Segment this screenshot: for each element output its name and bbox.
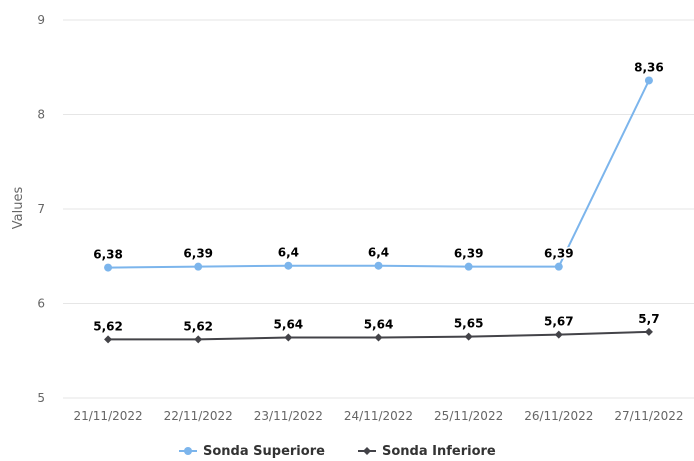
series-layer — [104, 76, 653, 344]
legend-circle-marker — [184, 447, 192, 455]
data-point[interactable] — [104, 335, 113, 344]
legend-item[interactable]: Sonda Inferiore — [358, 444, 496, 459]
data-label: 5,62 — [183, 319, 213, 333]
data-point[interactable] — [194, 262, 203, 271]
data-point[interactable] — [374, 333, 383, 342]
grid-lines — [63, 19, 694, 399]
x-tick-label: 25/11/2022 — [434, 409, 503, 423]
legend-label: Sonda Inferiore — [382, 444, 496, 459]
legend-diamond-marker — [363, 447, 371, 455]
data-point[interactable] — [554, 330, 563, 339]
legend[interactable]: Sonda Superiore Sonda Inferiore — [179, 444, 496, 459]
data-labels: 6,38 6,39 6,4 6,4 6,39 6,39 8,36 5,62 5,62 5,64 5,… — [92, 59, 665, 335]
data-label: 5,62 — [93, 319, 123, 333]
series-line — [107, 79, 650, 269]
x-tick-label: 21/11/2022 — [73, 409, 142, 423]
x-tick-label: 24/11/2022 — [344, 409, 413, 423]
data-label: 5,64 — [364, 318, 394, 332]
data-label: 5,67 — [544, 315, 574, 329]
data-point[interactable] — [464, 332, 473, 341]
y-axis-title: Values — [11, 187, 26, 230]
x-tick-label: 23/11/2022 — [254, 409, 323, 423]
y-tick-label: 7 — [37, 202, 45, 216]
x-tick-label: 27/11/2022 — [614, 409, 683, 423]
data-point[interactable] — [284, 333, 293, 342]
x-tick-label: 22/11/2022 — [164, 409, 233, 423]
data-point[interactable] — [284, 261, 293, 270]
data-label: 8,36 — [634, 60, 664, 74]
data-point[interactable] — [374, 261, 383, 270]
data-point[interactable] — [554, 262, 563, 271]
y-axis-ticks: 5 6 7 8 9 — [37, 13, 45, 405]
y-tick-label: 6 — [37, 297, 45, 311]
data-point[interactable] — [194, 335, 203, 344]
x-tick-label: 26/11/2022 — [524, 409, 593, 423]
data-point[interactable] — [644, 76, 653, 85]
data-label: 6,39 — [454, 247, 484, 261]
y-tick-label: 5 — [37, 391, 45, 405]
data-label: 5,65 — [454, 317, 484, 331]
data-label: 5,64 — [274, 318, 304, 332]
data-label: 6,38 — [93, 248, 123, 262]
data-label: 6,39 — [183, 247, 213, 261]
data-label: 5,7 — [638, 312, 659, 326]
data-point[interactable] — [104, 263, 113, 272]
y-tick-label: 9 — [37, 13, 45, 27]
data-label: 6,4 — [368, 246, 389, 260]
data-point[interactable] — [464, 262, 473, 271]
data-label: 6,39 — [544, 247, 574, 261]
legend-item[interactable]: Sonda Superiore — [179, 444, 325, 459]
data-label: 6,4 — [278, 246, 299, 260]
y-tick-label: 8 — [37, 108, 45, 122]
x-axis-ticks: 21/11/2022 22/11/2022 23/11/2022 24/11/2022… — [73, 409, 683, 423]
data-point[interactable] — [644, 327, 653, 336]
legend-label: Sonda Superiore — [203, 444, 325, 459]
